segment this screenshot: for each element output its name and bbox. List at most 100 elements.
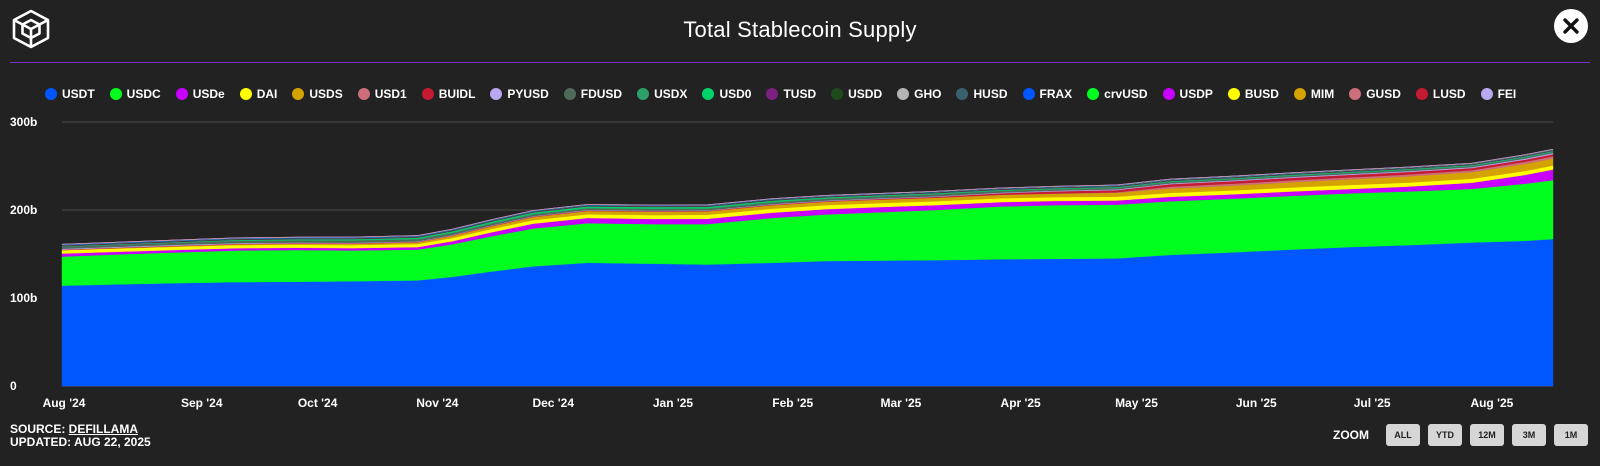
legend-swatch [1349,88,1362,100]
legend-swatch [1293,88,1306,100]
area-series-fei [61,148,1554,245]
legend-label: USD1 [374,87,407,101]
source-link[interactable]: DEFILLAMA [68,422,138,436]
x-tick-label: Jan '25 [653,396,694,410]
x-tick-label: Nov '24 [416,396,459,410]
legend-swatch [175,88,188,100]
legend-label: USDS [309,87,343,101]
legend-swatch [1227,88,1240,100]
legend-item-usd1[interactable]: USD1 [357,87,407,101]
legend-item-usde[interactable]: USDe [175,87,225,101]
x-tick-label: Apr '25 [1001,396,1042,410]
legend-item-usdx[interactable]: USDX [637,87,687,101]
legend-item-fdusd[interactable]: FDUSD [563,87,623,101]
zoom-button-3m[interactable]: 3M [1512,424,1546,446]
legend-item-busd[interactable]: BUSD [1227,87,1279,101]
legend-label: FDUSD [580,87,623,101]
legend-item-usd0[interactable]: USD0 [702,87,751,101]
legend-item-crvusd[interactable]: crvUSD [1087,87,1148,101]
legend-label: GUSD [1366,87,1401,101]
legend-label: USDT [62,87,95,101]
x-tick-label: May '25 [1115,396,1158,410]
page-title: Total Stablecoin Supply [683,17,917,42]
legend-swatch [109,88,122,100]
legend-item-husd[interactable]: HUSD [956,87,1008,101]
x-tick-label: Jul '25 [1354,396,1391,410]
legend-swatch [563,88,576,100]
source-note: SOURCE: DEFILLAMA UPDATED: AUG 22, 2025 [10,423,151,449]
legend-item-usdt[interactable]: USDT [45,87,95,101]
stacked-area-chart: 0 100b 200b 300b Aug '24 Sep '24 Oct '24 Nov '2… [10,115,1554,410]
zoom-button-1m[interactable]: 1M [1554,424,1588,446]
legend-swatch [702,88,715,100]
legend-label: USDX [654,87,688,101]
y-tick-label: 300b [10,115,37,129]
zoom-button-all[interactable]: ALL [1386,424,1420,446]
legend-item-mim[interactable]: MIM [1293,87,1335,101]
legend-item-frax[interactable]: FRAX [1022,87,1072,101]
legend-swatch [766,88,779,100]
y-tick-label: 200b [10,203,37,217]
legend-label: BUSD [1244,87,1279,101]
legend-swatch [637,88,650,100]
legend-label: USDP [1179,87,1213,101]
updated-date: UPDATED: AUG 22, 2025 [10,435,151,449]
legend-item-usdd[interactable]: USDD [831,87,882,101]
legend-label: USD0 [719,87,752,101]
zoom-button-ytd[interactable]: YTD [1428,424,1462,446]
legend-swatch [292,88,305,100]
legend-item-pyusd[interactable]: PYUSD [490,87,549,101]
legend-label: USDD [848,87,883,101]
legend-label: BUIDL [438,87,476,101]
legend-item-usds[interactable]: USDS [292,87,343,101]
legend-item-gusd[interactable]: GUSD [1349,87,1401,101]
legend-item-buidl[interactable]: BUIDL [421,87,476,101]
legend-label: TUSD [783,87,817,101]
legend-swatch [1162,88,1175,100]
legend-swatch [897,88,910,100]
x-tick-label: Feb '25 [772,396,813,410]
legend-swatch [421,88,434,100]
legend-swatch [831,88,844,100]
legend-swatch [1415,88,1428,100]
legend-swatch [956,88,969,100]
legend-swatch [1087,88,1100,100]
legend-label: FEI [1497,87,1517,101]
legend-label: USDe [192,87,225,101]
legend-swatch [357,88,370,100]
x-tick-label: Aug '24 [43,396,86,410]
legend-label: USDC [126,87,161,101]
source-prefix: SOURCE: [10,422,69,436]
legend-label: crvUSD [1104,87,1148,101]
x-tick-label: Dec '24 [532,396,574,410]
close-button[interactable] [1554,9,1588,43]
legend-swatch [239,88,252,100]
legend-item-lusd[interactable]: LUSD [1415,87,1466,101]
x-tick-label: Oct '24 [298,396,338,410]
legend-swatch [45,88,57,100]
legend-label: GHO [914,87,942,101]
legend-item-usdc[interactable]: USDC [109,87,161,101]
legend-label: LUSD [1432,87,1466,101]
y-tick-label: 100b [10,291,37,305]
legend-label: PYUSD [507,87,549,101]
close-icon [1563,18,1579,34]
legend-swatch [1022,88,1035,100]
legend-item-gho[interactable]: GHO [897,87,941,101]
legend-label: DAI [256,87,278,101]
header-divider [10,62,1590,63]
x-tick-label: Sep '24 [181,396,223,410]
y-tick-label: 0 [10,379,17,393]
chart-legend: USDT USDC USDe DAI USDS USD1 BUIDL PYUSD FDUSD US… [45,87,1531,101]
zoom-label: ZOOM [1333,428,1369,442]
legend-item-usdp[interactable]: USDP [1162,87,1213,101]
zoom-button-12m[interactable]: 12M [1470,424,1504,446]
cube-logo-icon [12,9,50,49]
legend-label: MIM [1310,87,1335,101]
legend-label: HUSD [973,87,1008,101]
legend-swatch [490,88,503,100]
legend-item-dai[interactable]: DAI [239,87,278,101]
legend-item-tusd[interactable]: TUSD [766,87,816,101]
zoom-controls: ZOOM ALL YTD 12M 3M 1M [1333,424,1588,446]
legend-item-fei[interactable]: FEI [1480,87,1517,101]
